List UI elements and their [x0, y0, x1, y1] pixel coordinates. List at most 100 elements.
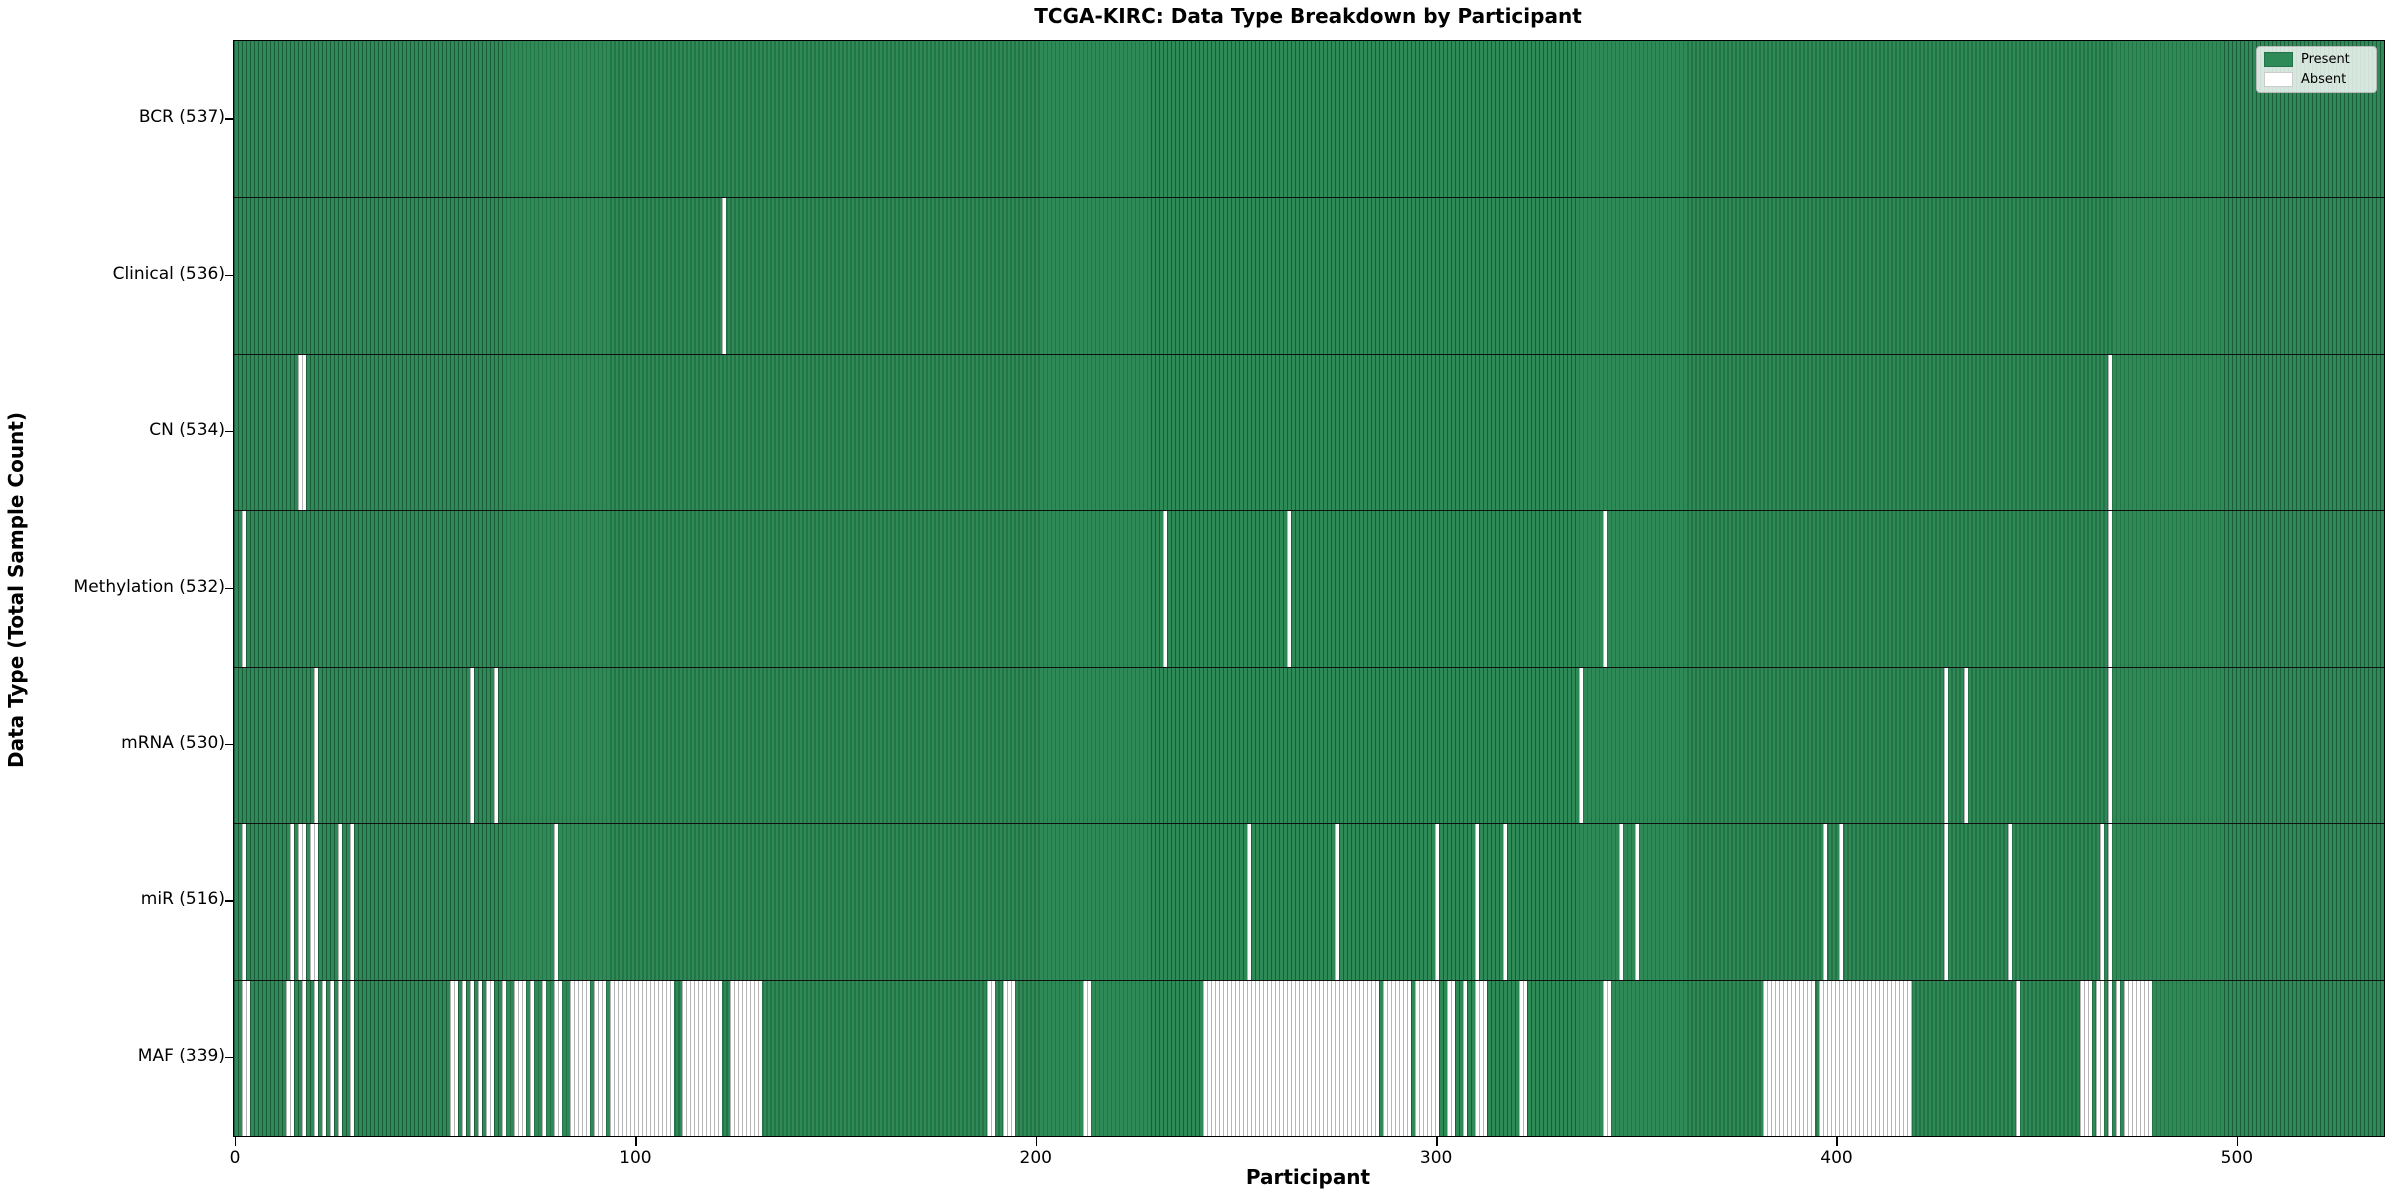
absent-segment [1963, 666, 1968, 824]
heatmap-row-maf [234, 979, 2384, 1136]
y-tick-mark [225, 587, 233, 589]
y-tick-label-maf: MAF (339) [137, 1045, 225, 1066]
absent-segment [1619, 823, 1624, 980]
legend: Present Absent [2256, 46, 2377, 93]
heatmap-row-methylation [234, 510, 2384, 667]
absent-segment [2007, 823, 2012, 980]
x-tick-mark [1436, 1137, 1438, 1146]
absent-segment [1082, 979, 1091, 1136]
absent-segment [1635, 823, 1640, 980]
row-divider [234, 510, 2384, 512]
absent-segment [1519, 979, 1528, 1136]
absent-segment [314, 979, 319, 1136]
absent-segment [2107, 979, 2112, 1136]
absent-segment [1162, 510, 1167, 667]
absent-segment [1579, 666, 1584, 824]
absent-segment [1603, 510, 1608, 667]
absent-segment [322, 979, 327, 1136]
absent-segment [478, 979, 483, 1136]
legend-entry-absent: Absent [2264, 72, 2368, 87]
legend-entry-present: Present [2264, 52, 2368, 67]
absent-segment [1475, 979, 1488, 1136]
absent-segment [1002, 979, 1015, 1136]
row-divider [234, 666, 2384, 668]
legend-absent-label: Absent [2301, 72, 2347, 87]
absent-segment [554, 823, 559, 980]
absent-segment [2115, 979, 2120, 1136]
absent-segment [2015, 979, 2020, 1136]
absent-segment [486, 979, 495, 1136]
x-tick-mark [1836, 1137, 1838, 1146]
absent-segment [314, 666, 319, 824]
absent-segment [330, 979, 335, 1136]
y-tick-label-clinical: Clinical (536) [112, 263, 225, 284]
absent-segment [2099, 823, 2104, 980]
absent-segment [1447, 979, 1456, 1136]
absent-segment [2107, 510, 2112, 667]
x-tick-label-0: 0 [229, 1148, 241, 1168]
absent-segment [462, 979, 467, 1136]
y-tick-mark [225, 118, 233, 120]
heatmap-row-clinical [234, 197, 2384, 354]
absent-segment [1246, 823, 1251, 980]
absent-segment [290, 823, 295, 980]
x-tick-label-300: 300 [1419, 1148, 1453, 1168]
absent-segment [1603, 979, 1612, 1136]
absent-segment [2123, 979, 2152, 1136]
absent-segment [470, 979, 475, 1136]
y-tick-label-methylation: Methylation (532) [73, 576, 225, 597]
x-tick-mark [1035, 1137, 1038, 1146]
y-tick-label-bcr: BCR (537) [138, 107, 225, 128]
y-tick-mark [225, 900, 233, 902]
absent-segment [2095, 979, 2104, 1136]
absent-segment [530, 979, 535, 1136]
absent-segment [730, 979, 763, 1136]
absent-segment [242, 979, 250, 1136]
plot-area: Present Absent [233, 40, 2385, 1137]
absent-segment [1475, 823, 1480, 980]
absent-segment [1503, 823, 1508, 980]
absent-segment [242, 823, 246, 980]
absent-segment [582, 979, 591, 1136]
x-tick-mark [635, 1137, 637, 1146]
absent-segment [1819, 979, 1912, 1136]
absent-segment [1335, 823, 1340, 980]
x-tick-label-200: 200 [1019, 1148, 1052, 1168]
absent-segment [2079, 979, 2092, 1136]
absent-segment [298, 823, 307, 980]
x-tick-label-400: 400 [1820, 1148, 1853, 1168]
legend-present-label: Present [2301, 52, 2350, 67]
y-tick-mark [225, 1056, 233, 1059]
absent-segment [470, 666, 475, 824]
heatmap-row-mrna [234, 666, 2384, 824]
absent-segment [338, 823, 343, 980]
absent-segment [1383, 979, 1412, 1136]
absent-segment [1435, 823, 1440, 980]
absent-segment [542, 979, 547, 1136]
absent-segment [682, 979, 723, 1136]
y-tick-label-mrna: mRNA (530) [121, 732, 225, 753]
absent-segment [494, 666, 499, 824]
row-divider [234, 353, 2384, 355]
absent-segment [514, 979, 527, 1136]
absent-segment [350, 979, 355, 1136]
row-divider [234, 823, 2384, 825]
absent-segment [622, 979, 675, 1136]
row-divider [234, 979, 2384, 981]
absent-segment [302, 979, 307, 1136]
absent-segment [594, 979, 607, 1136]
absent-segment [610, 979, 623, 1136]
absent-segment [310, 823, 319, 980]
absent-segment [298, 353, 307, 511]
y-tick-mark [225, 743, 233, 746]
absent-segment [286, 979, 295, 1136]
x-tick-label-500: 500 [2220, 1148, 2254, 1168]
absent-segment [350, 823, 355, 980]
absent-segment [2107, 353, 2112, 511]
y-tick-label-cn: CN (534) [149, 420, 225, 441]
present-swatch-icon [2264, 52, 2293, 67]
absent-segment [502, 979, 507, 1136]
row-divider [234, 197, 2384, 199]
absent-segment [1415, 979, 1440, 1136]
absent-segment [986, 979, 995, 1136]
